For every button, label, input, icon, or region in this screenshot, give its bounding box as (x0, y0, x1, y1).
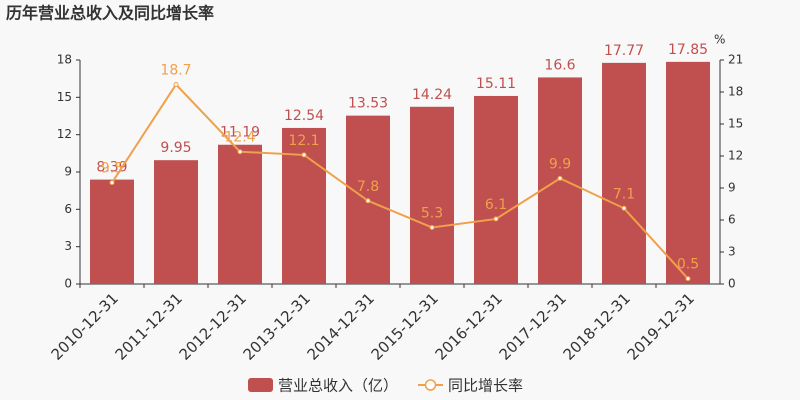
line-point (429, 224, 435, 230)
line-value-label: 12.1 (288, 133, 319, 149)
y2-tick-label: 9 (728, 181, 736, 195)
legend-item: 同比增长率 (418, 377, 523, 395)
legend-label: 营业总收入（亿） (278, 377, 398, 395)
y2-tick-label: 6 (728, 213, 736, 227)
bar (474, 95, 518, 284)
line-value-label: 7.1 (613, 186, 635, 202)
line-value-label: 6.1 (485, 197, 507, 213)
bar-value-label: 13.53 (348, 96, 388, 112)
bar (602, 62, 646, 285)
y-tick-label: 3 (64, 239, 72, 253)
bar-value-label: 9.95 (160, 140, 191, 156)
y-tick-label: 0 (64, 277, 72, 291)
legend-label: 同比增长率 (448, 377, 523, 395)
x-tick-label: 2017-12-31 (496, 289, 570, 363)
x-tick-label: 2012-12-31 (176, 289, 250, 363)
line (111, 82, 689, 280)
y-tick-label: 6 (64, 202, 72, 216)
bar-value-label: 17.77 (604, 43, 644, 59)
line-value-label: 9.5 (101, 161, 123, 177)
x-tick-label: 2013-12-31 (240, 289, 314, 363)
y2-tick-label: 18 (728, 85, 743, 99)
x-tick-label: 2016-12-31 (432, 289, 506, 363)
chart-title: 历年营业总收入及同比增长率 (6, 4, 214, 23)
line-value-label: 5.3 (421, 205, 443, 221)
bar (218, 144, 262, 284)
line-point (237, 149, 243, 155)
bar (410, 106, 454, 285)
line-point (365, 198, 371, 204)
y-tick-label: 9 (64, 165, 72, 179)
line-point (493, 216, 499, 222)
bar-value-label: 16.6 (544, 57, 575, 73)
y2-tick-label: 3 (728, 245, 736, 259)
legend-item: 营业总收入（亿） (248, 377, 398, 395)
bar-value-label: 17.85 (668, 42, 708, 58)
line-point (621, 205, 627, 211)
x-tick-label: 2018-12-31 (560, 289, 634, 363)
bar (666, 61, 710, 284)
bar-value-label: 15.11 (476, 76, 516, 92)
line-point (173, 82, 179, 88)
x-tick-label: 2011-12-31 (112, 289, 186, 363)
line-point (301, 152, 307, 158)
y2-axis-label: % (714, 33, 725, 47)
y-tick-label: 18 (57, 53, 72, 67)
line-value-label: 0.5 (677, 257, 699, 273)
bar (154, 160, 198, 284)
line-value-label: 18.7 (160, 63, 191, 79)
x-tick-label: 2014-12-31 (304, 289, 378, 363)
x-tick-label: 2019-12-31 (624, 289, 698, 363)
y-tick-label: 15 (57, 90, 72, 104)
bar-value-label: 14.24 (412, 87, 452, 103)
line-point (109, 180, 115, 186)
bar-value-label: 11.19 (220, 125, 260, 141)
y2-tick-label: 0 (728, 277, 736, 291)
line-value-label: 7.8 (357, 179, 379, 195)
bar (282, 127, 326, 285)
y-tick-label: 12 (57, 127, 72, 141)
line-value-label: 12.4 (224, 130, 255, 146)
y2-tick-label: 21 (728, 53, 743, 67)
x-tick-label: 2010-12-31 (48, 289, 122, 363)
line-point (557, 175, 563, 181)
bar (90, 179, 134, 284)
bar-value-label: 12.54 (284, 108, 324, 124)
y2-tick-label: 15 (728, 117, 743, 131)
legend-swatch (248, 378, 273, 392)
y2-tick-label: 12 (728, 149, 743, 163)
line-value-label: 9.9 (549, 156, 571, 172)
x-tick-label: 2015-12-31 (368, 289, 442, 363)
line-point (685, 276, 691, 282)
legend-swatch-point (424, 379, 437, 391)
